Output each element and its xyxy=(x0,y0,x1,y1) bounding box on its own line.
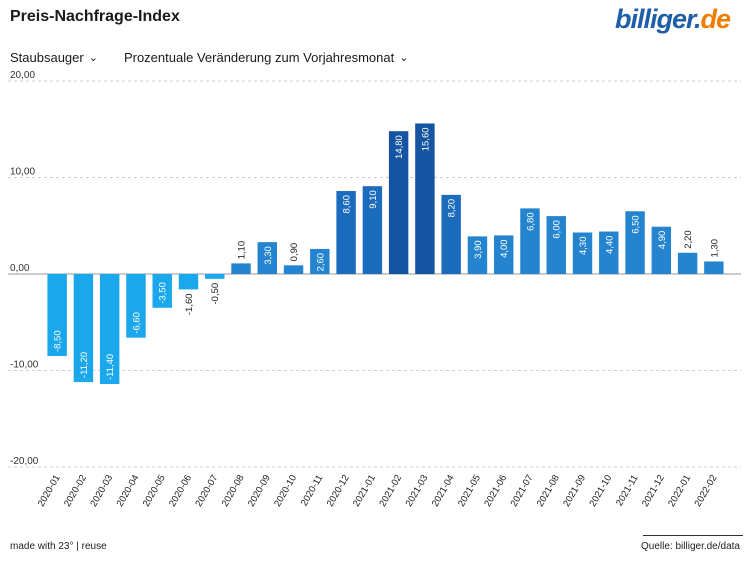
bar xyxy=(651,226,672,274)
bar xyxy=(231,263,251,274)
bar xyxy=(599,231,619,274)
category-dropdown[interactable]: Staubsauger ⌄ xyxy=(10,50,98,65)
bar xyxy=(677,252,698,274)
bar xyxy=(152,274,172,308)
category-dropdown-label: Staubsauger xyxy=(10,50,84,65)
bar xyxy=(283,265,304,274)
bar-value-label: 14,80 xyxy=(394,135,405,159)
logo-main: billiger. xyxy=(614,4,702,34)
bar-value-label: 9,10 xyxy=(368,190,379,209)
bar xyxy=(99,274,120,385)
bar xyxy=(520,208,540,274)
bar-value-label: 6,00 xyxy=(552,220,563,239)
bar-value-label: -6,60 xyxy=(131,312,142,334)
bar xyxy=(126,274,146,338)
x-tick-label: 2020-07 xyxy=(193,473,220,509)
bar xyxy=(415,123,435,275)
x-tick-label: 2020-05 xyxy=(141,473,168,509)
y-tick-label: 20,00 xyxy=(10,70,35,81)
bar xyxy=(546,216,566,274)
x-tick-label: 2021-04 xyxy=(430,473,457,509)
bar-value-label: 8,60 xyxy=(342,195,353,214)
y-tick-label: -10,00 xyxy=(10,360,39,371)
bar-value-label: 4,30 xyxy=(578,237,589,256)
measure-dropdown[interactable]: Prozentuale Veränderung zum Vorjahresmon… xyxy=(124,50,409,65)
x-tick-label: 2020-08 xyxy=(220,473,247,509)
measure-dropdown-label: Prozentuale Veränderung zum Vorjahresmon… xyxy=(123,50,395,65)
bar-value-label: 1,10 xyxy=(237,241,248,260)
bar-value-label: 0,90 xyxy=(289,243,300,262)
bar xyxy=(47,274,67,357)
x-tick-label: 2021-05 xyxy=(456,473,483,509)
x-tick-label: 2021-11 xyxy=(614,473,641,508)
bar xyxy=(362,186,383,274)
x-tick-label: 2020-02 xyxy=(62,473,89,509)
bar-value-label: 3,90 xyxy=(473,240,484,258)
y-tick-label: 0,00 xyxy=(10,263,30,274)
footer-divider xyxy=(643,535,743,536)
bar-value-label: 2,60 xyxy=(315,253,326,272)
bar xyxy=(205,274,225,279)
bar-value-label: 4,40 xyxy=(604,236,615,255)
billiger-logo[interactable]: billiger.de xyxy=(614,4,731,35)
x-tick-label: 2022-02 xyxy=(692,473,719,509)
bar xyxy=(704,261,724,274)
x-tick-label: 2021-07 xyxy=(509,473,536,509)
y-tick-label: -20,00 xyxy=(10,456,39,467)
bar-value-label: 4,90 xyxy=(657,231,668,250)
bar xyxy=(257,242,278,274)
bar xyxy=(388,131,409,274)
bar-value-label: 1,30 xyxy=(709,239,720,258)
made-with-link[interactable]: made with 23° | reuse xyxy=(10,541,107,552)
x-tick-label: 2021-08 xyxy=(535,473,562,509)
bar-value-label: 4,00 xyxy=(499,239,510,258)
bar xyxy=(336,191,356,274)
bar-value-label: 8,20 xyxy=(447,199,458,218)
bar xyxy=(441,194,461,274)
bar-value-label: 6,50 xyxy=(631,215,642,234)
x-tick-label: 2020-09 xyxy=(246,473,273,509)
bar xyxy=(493,235,514,274)
chart-controls: Staubsauger ⌄ Prozentuale Veränderung zu… xyxy=(10,50,408,65)
bar-value-label: -0,50 xyxy=(210,283,221,305)
x-tick-label: 2020-06 xyxy=(167,473,194,509)
bar xyxy=(310,248,330,274)
bar xyxy=(572,232,593,274)
bar-value-label: 2,20 xyxy=(683,230,694,249)
y-tick-label: 10,00 xyxy=(10,167,35,178)
bar-value-label: -8,50 xyxy=(53,330,64,352)
x-tick-label: 2021-09 xyxy=(561,473,588,509)
chevron-down-icon: ⌄ xyxy=(88,52,98,64)
x-tick-label: 2021-10 xyxy=(587,473,614,509)
logo-tld: de xyxy=(700,4,730,34)
bar-value-label: -11,20 xyxy=(79,352,90,378)
bar xyxy=(467,236,488,274)
x-tick-label: 2020-03 xyxy=(88,473,115,509)
bar-value-label: -11,40 xyxy=(105,354,116,380)
bar-value-label: 15,60 xyxy=(420,127,431,151)
bar-value-label: 6,80 xyxy=(525,212,536,231)
bar xyxy=(73,274,94,383)
chevron-down-icon: ⌄ xyxy=(399,52,409,64)
bar-chart: 20,00 10,00 0,00 -10,00 -20,00 -8,50 2020-01 -1… xyxy=(8,70,741,509)
x-tick-label: 2020-04 xyxy=(115,473,142,509)
x-tick-label: 2021-12 xyxy=(640,473,667,509)
x-tick-label: 2020-12 xyxy=(325,473,352,509)
x-tick-label: 2021-02 xyxy=(377,473,404,509)
x-tick-label: 2020-11 xyxy=(299,473,326,508)
bar-value-label: 3,30 xyxy=(263,246,274,265)
x-tick-label: 2020-01 xyxy=(36,473,63,509)
x-tick-label: 2022-01 xyxy=(666,473,693,509)
x-tick-label: 2020-10 xyxy=(272,473,299,509)
chart-title: Preis-Nachfrage-Index xyxy=(10,8,180,25)
x-tick-label: 2021-03 xyxy=(404,473,431,509)
x-tick-label: 2021-06 xyxy=(482,473,509,509)
bar-value-label: -3,50 xyxy=(158,282,169,304)
x-tick-label: 2021-01 xyxy=(351,473,378,509)
source-note: Quelle: billiger.de/data xyxy=(641,541,740,552)
bar xyxy=(178,274,199,290)
bar-value-label: -1,60 xyxy=(184,293,195,315)
bar xyxy=(625,211,645,274)
